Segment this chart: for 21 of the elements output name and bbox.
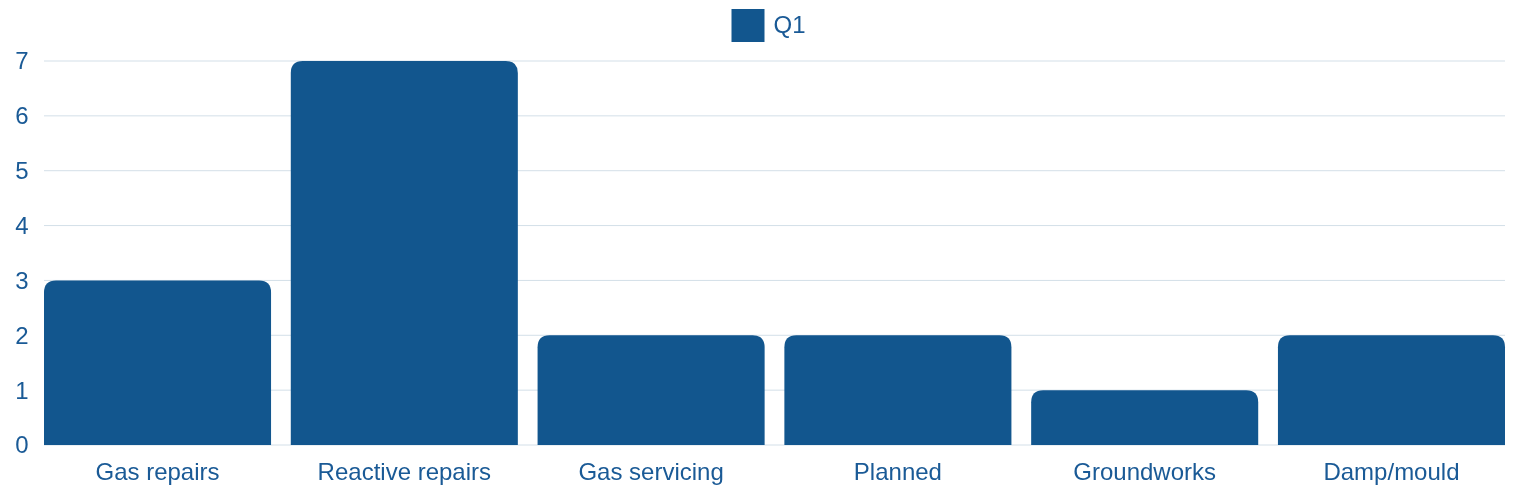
y-tick-label: 7 <box>15 47 29 75</box>
y-tick-label: 0 <box>15 431 29 459</box>
y-tick-label: 1 <box>15 376 29 404</box>
y-tick-label: 3 <box>15 266 29 294</box>
bar <box>290 61 518 445</box>
y-tick-label: 2 <box>15 321 29 349</box>
x-tick-label: Planned <box>853 458 942 485</box>
y-tick-label: 6 <box>15 102 29 130</box>
x-tick-label: Damp/mould <box>1323 458 1460 485</box>
y-tick-label: 5 <box>15 157 29 185</box>
bar <box>784 335 1012 445</box>
x-tick-label: Groundworks <box>1073 458 1217 485</box>
x-tick-label: Gas servicing <box>578 458 724 485</box>
bar <box>44 280 272 445</box>
bar <box>1277 335 1505 445</box>
x-tick-label: Reactive repairs <box>317 458 492 485</box>
legend-label: Q1 <box>773 11 806 39</box>
y-tick-label: 4 <box>15 211 29 239</box>
bar <box>1031 390 1259 445</box>
x-tick-label: Gas repairs <box>95 458 220 485</box>
bar <box>537 335 765 445</box>
